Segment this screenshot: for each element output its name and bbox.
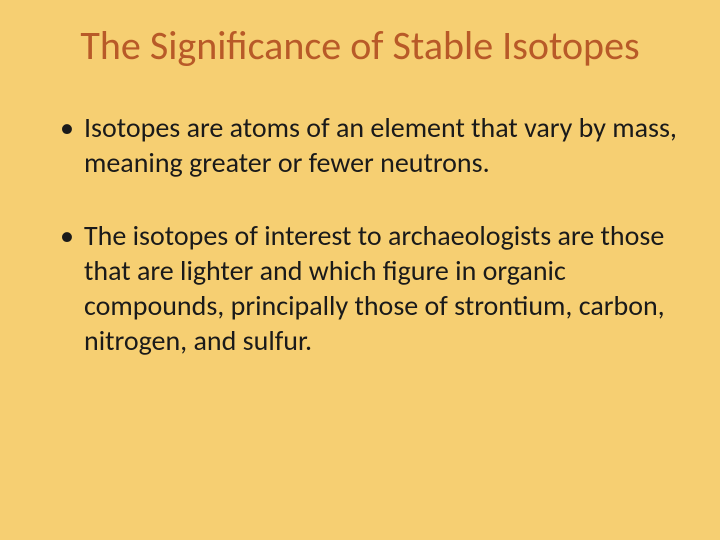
slide: The Significance of Stable Isotopes Isot…	[0, 0, 720, 540]
bullet-item: Isotopes are atoms of an element that va…	[60, 110, 682, 180]
bullet-list: Isotopes are atoms of an element that va…	[38, 110, 682, 358]
slide-title: The Significance of Stable Isotopes	[38, 24, 682, 68]
bullet-item: The isotopes of interest to archaeologis…	[60, 218, 682, 358]
